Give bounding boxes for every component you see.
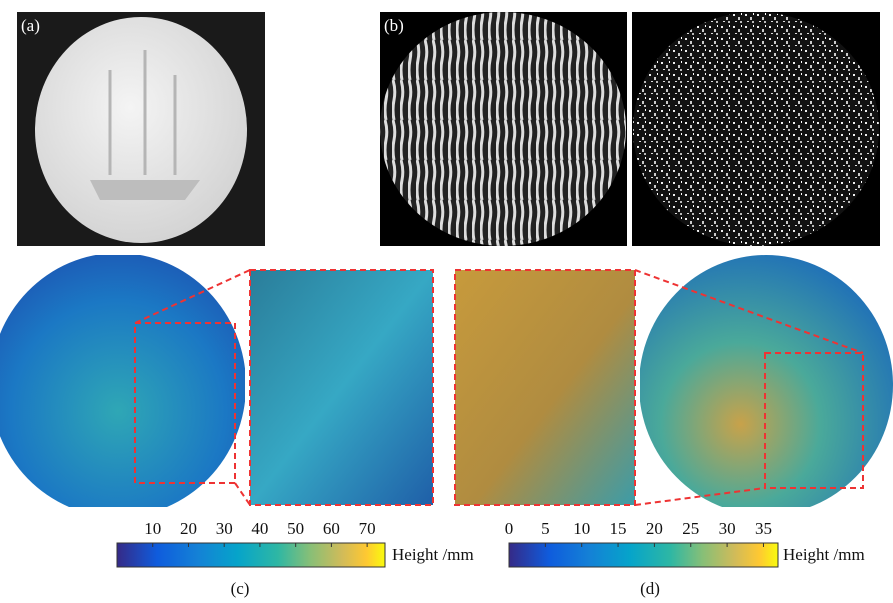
panel-b-images xyxy=(380,12,880,246)
tick-label: 30 xyxy=(216,519,233,538)
tick-label: 20 xyxy=(180,519,197,538)
colorbar xyxy=(117,543,385,567)
colorbar-label: Height /mm xyxy=(783,545,865,564)
tick-label: 40 xyxy=(251,519,268,538)
tick-label: 30 xyxy=(719,519,736,538)
tick-label: 5 xyxy=(541,519,550,538)
panel-label: (c) xyxy=(231,579,250,598)
page: (a) (b) (c) (d) Height /mm Height /mm 10… xyxy=(0,0,893,603)
panel-label: (d) xyxy=(640,579,660,598)
panel-label: (a) xyxy=(21,16,40,35)
tick-label: 10 xyxy=(573,519,590,538)
tick-label: 20 xyxy=(646,519,663,538)
tick-label: 10 xyxy=(144,519,161,538)
panel-label: (b) xyxy=(384,16,404,35)
panel-a-image xyxy=(17,12,265,246)
panel-c-images xyxy=(0,253,433,517)
colorbar-label: Height /mm xyxy=(392,545,474,564)
figure: (a) (b) (c) (d) Height /mm Height /mm 10… xyxy=(0,0,893,603)
tick-label: 25 xyxy=(682,519,699,538)
tick-label: 60 xyxy=(323,519,340,538)
panel-d-images xyxy=(455,255,893,515)
tick-label: 15 xyxy=(610,519,627,538)
tick-label: 0 xyxy=(505,519,514,538)
tick-label: 70 xyxy=(359,519,376,538)
colorbar xyxy=(509,543,778,567)
tick-label: 50 xyxy=(287,519,304,538)
tick-label: 35 xyxy=(755,519,772,538)
